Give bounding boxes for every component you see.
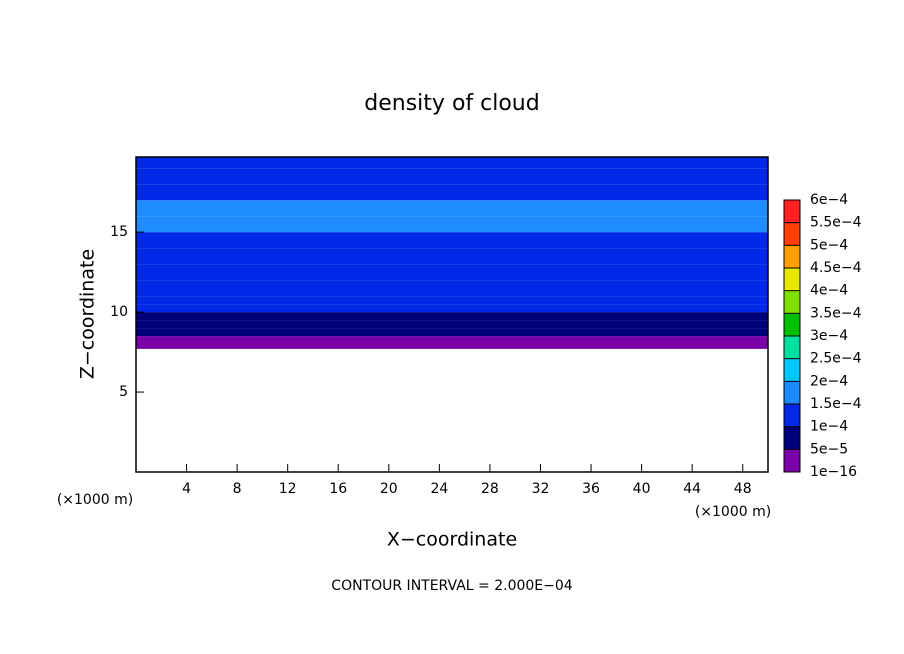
colorbar-label: 6e−4 <box>810 192 848 208</box>
colorbar-swatch <box>784 449 800 472</box>
colorbar-swatch <box>784 358 800 382</box>
colorbar-swatch <box>784 290 800 314</box>
colorbar-label: 1.5e−4 <box>810 396 862 412</box>
contour-band <box>136 280 768 297</box>
x-tick-label: 36 <box>582 481 600 497</box>
chart-title: density of cloud <box>364 91 539 116</box>
x-tick-label: 20 <box>380 481 398 497</box>
colorbar-swatch <box>784 381 800 404</box>
colorbar-label: 1e−16 <box>810 464 857 480</box>
colorbar-label: 3.5e−4 <box>810 305 862 321</box>
contour-band <box>136 336 768 349</box>
colorbar-label: 4.5e−4 <box>810 260 862 276</box>
contour-band <box>136 296 768 305</box>
x-tick-label: 44 <box>683 481 701 497</box>
y-tick-label: 10 <box>110 304 128 320</box>
contour-band <box>136 264 768 281</box>
y-tick-label: 5 <box>119 384 128 400</box>
colorbar-swatch <box>784 426 800 450</box>
x-tick-label: 16 <box>329 481 347 497</box>
colorbar-label: 5e−5 <box>810 441 848 457</box>
contour-band <box>136 232 768 249</box>
footnote: CONTOUR INTERVAL = 2.000E−04 <box>331 578 572 594</box>
x-tick-label: 24 <box>430 481 448 497</box>
x-tick-label: 12 <box>279 481 297 497</box>
colorbar-swatch <box>784 268 800 291</box>
contour-band <box>136 216 768 233</box>
contour-band <box>136 200 768 217</box>
colorbar-swatch <box>784 336 800 359</box>
y-axis-unit: (×1000 m) <box>57 492 133 508</box>
colorbar-swatch <box>784 245 800 268</box>
colorbar-label: 1e−4 <box>810 419 848 435</box>
colorbar-swatch <box>784 222 800 246</box>
contour-band <box>136 168 768 185</box>
colorbar-swatch <box>784 404 800 427</box>
x-tick-label: 4 <box>182 481 191 497</box>
x-tick-label: 48 <box>734 481 752 497</box>
contour-band <box>136 184 768 201</box>
contour-band <box>136 312 768 321</box>
contour-band <box>136 248 768 265</box>
x-tick-label: 8 <box>233 481 242 497</box>
x-axis-unit: (×1000 m) <box>695 504 771 520</box>
contour-band <box>136 320 768 329</box>
x-tick-label: 40 <box>633 481 651 497</box>
colorbar-label: 3e−4 <box>810 328 848 344</box>
colorbar-label: 2.5e−4 <box>810 351 862 367</box>
colorbar-label: 5.5e−4 <box>810 215 862 231</box>
contour-band <box>136 328 768 337</box>
colorbar-swatch <box>784 200 800 223</box>
colorbar-swatch <box>784 313 800 336</box>
contour-band <box>136 157 768 169</box>
contour-band <box>136 304 768 313</box>
plot-frame <box>135 156 769 473</box>
x-tick-label: 28 <box>481 481 499 497</box>
colorbar-label: 2e−4 <box>810 373 848 389</box>
colorbar-label: 5e−4 <box>810 237 848 253</box>
x-tick-label: 32 <box>532 481 550 497</box>
colorbar-label: 4e−4 <box>810 283 848 299</box>
y-axis-label: Z−coordinate <box>77 249 99 379</box>
y-tick-label: 15 <box>110 224 128 240</box>
x-axis-label: X−coordinate <box>387 529 517 551</box>
